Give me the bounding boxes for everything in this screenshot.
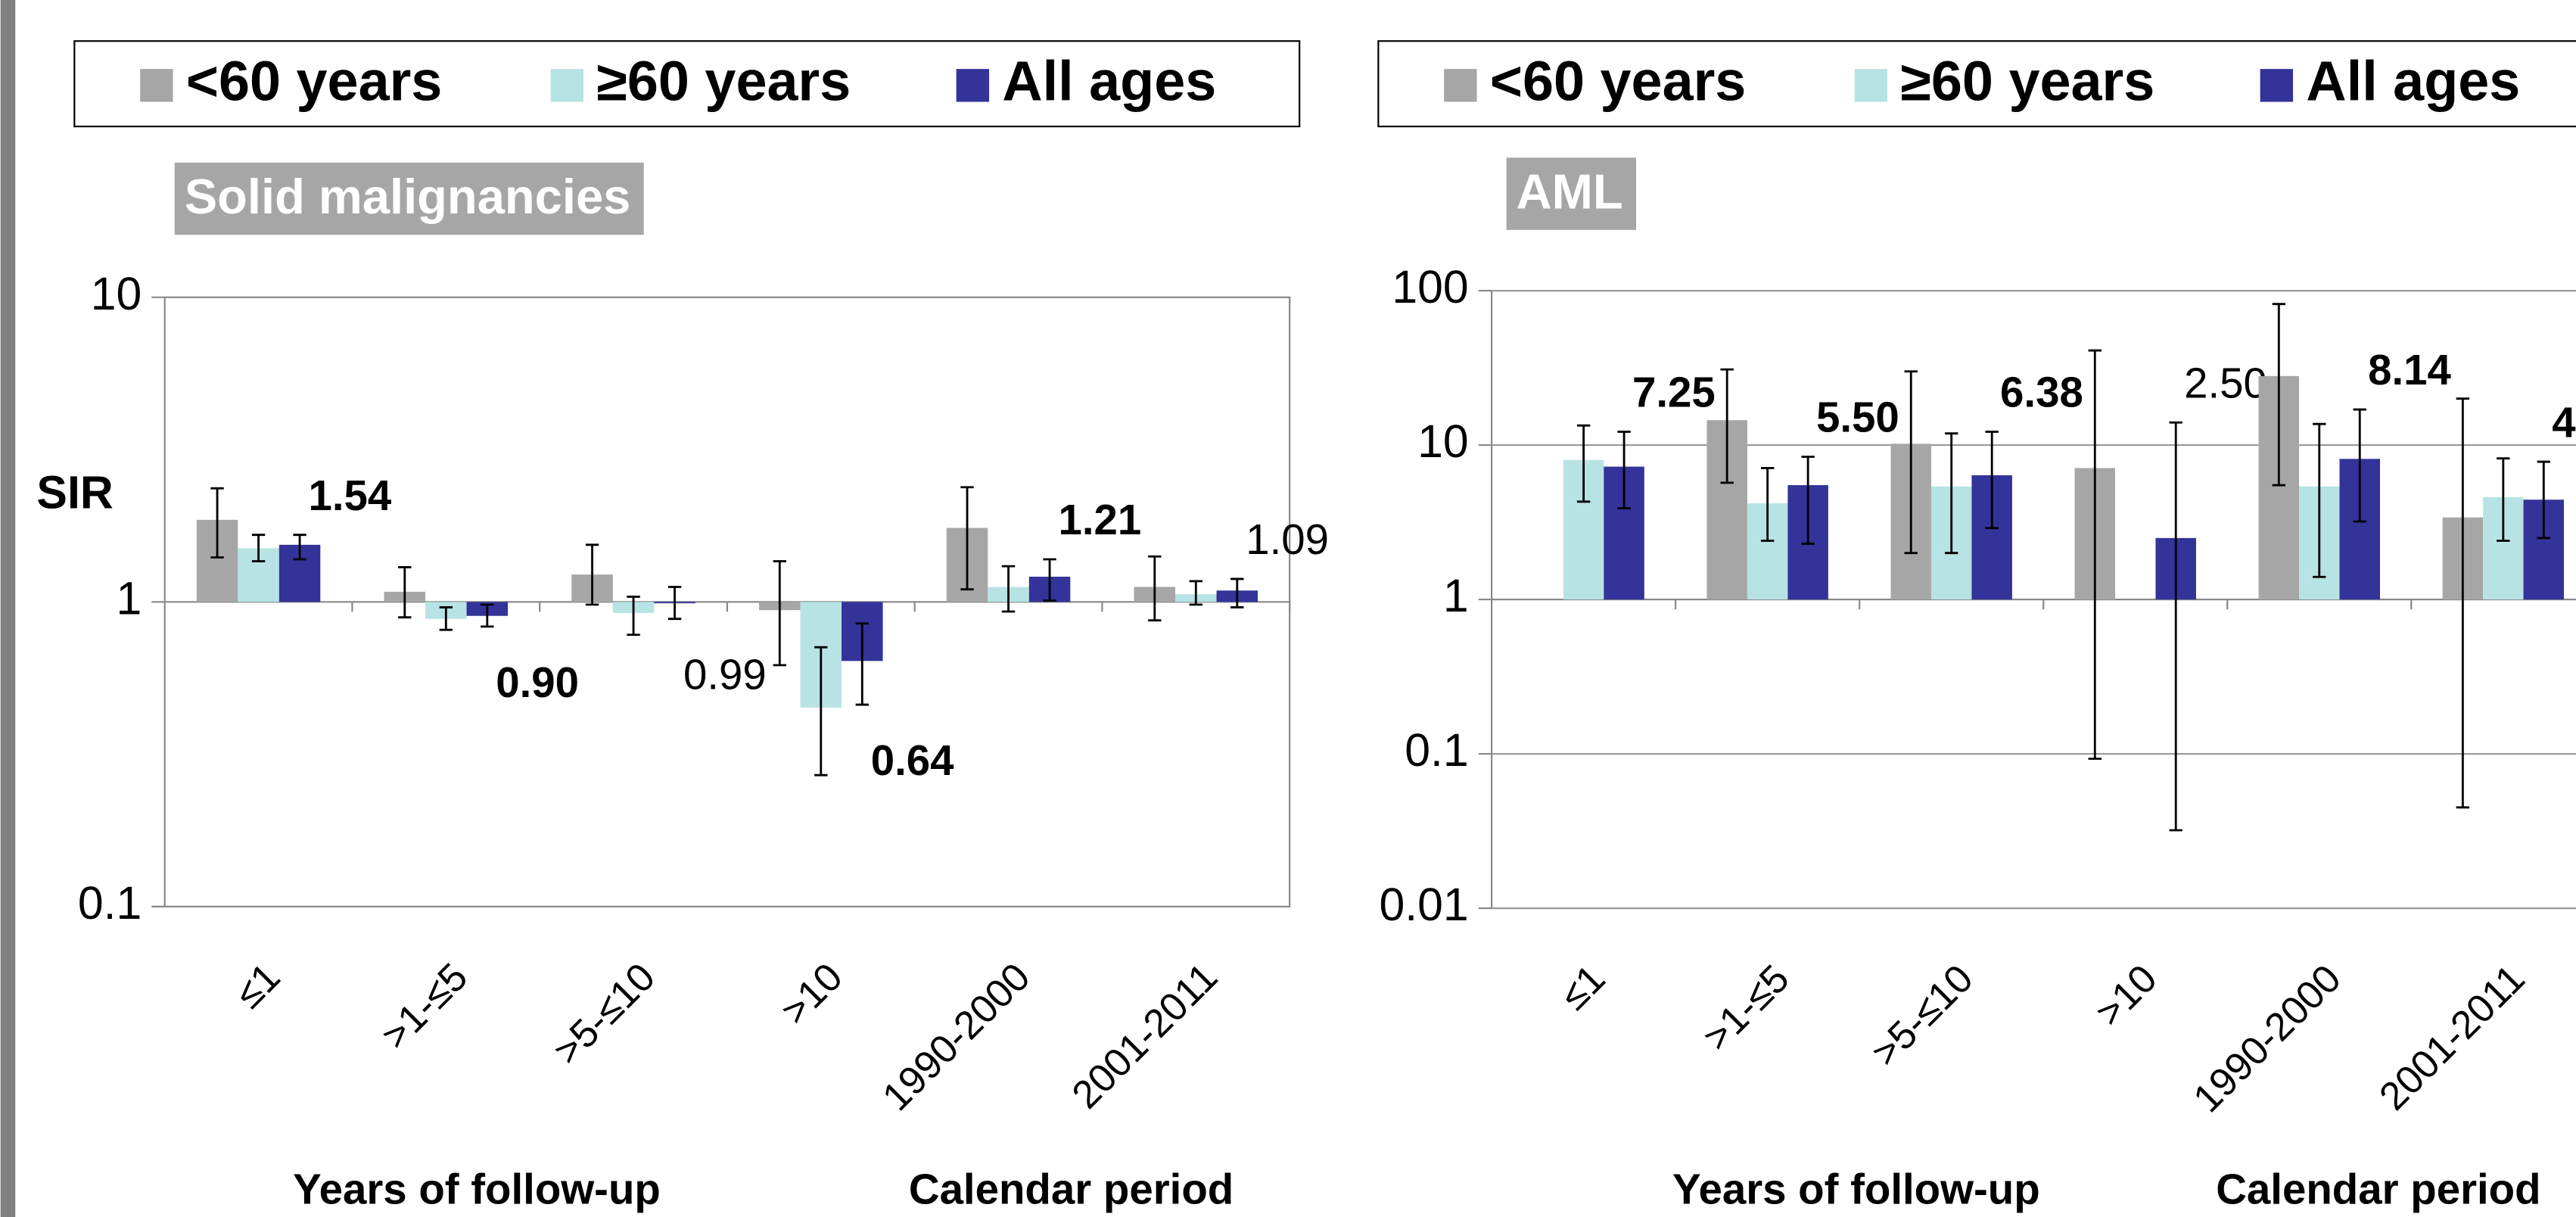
x-tick-label: 2001-2011 bbox=[1064, 955, 1226, 1117]
legend-box bbox=[1377, 40, 2576, 128]
error-bar bbox=[2272, 303, 2285, 487]
error-bar bbox=[1760, 467, 1775, 542]
error-bar bbox=[251, 534, 266, 562]
error-bar bbox=[210, 487, 224, 559]
x-tick-label: >5-≤10 bbox=[546, 955, 664, 1073]
value-label: 0.64 bbox=[871, 736, 954, 784]
y-tick-label: 0.1 bbox=[78, 877, 142, 929]
legend-swatch bbox=[1444, 69, 1477, 102]
y-axis-label: SIR bbox=[36, 466, 113, 518]
x-tick-label: 2001-2011 bbox=[2371, 957, 2533, 1119]
value-label: 6.38 bbox=[2000, 369, 2083, 416]
x-group-label: Calendar period bbox=[2216, 1165, 2540, 1212]
legend-label: All ages bbox=[2306, 49, 2520, 112]
value-label: 1.09 bbox=[1246, 515, 1329, 563]
x-group-label: Calendar period bbox=[909, 1165, 1234, 1212]
legend-swatch bbox=[140, 69, 173, 102]
y-tick-label: 1 bbox=[1443, 570, 1469, 621]
panel-title: Solid malignancies bbox=[185, 169, 631, 224]
legend-label: <60 years bbox=[186, 49, 442, 112]
y-tick-label: 0.01 bbox=[1379, 879, 1468, 930]
legend-label: <60 years bbox=[1490, 49, 1746, 112]
panel-title: AML bbox=[1517, 163, 1623, 219]
legend-box bbox=[73, 40, 1301, 128]
value-label: 4.43 bbox=[2552, 398, 2576, 446]
x-group-label: Years of follow-up bbox=[293, 1165, 661, 1212]
error-bar bbox=[1043, 558, 1056, 602]
error-bar bbox=[1001, 565, 1016, 613]
value-label: 8.14 bbox=[2368, 346, 2451, 394]
error-bar bbox=[481, 603, 494, 628]
error-bar bbox=[585, 543, 599, 606]
error-bar bbox=[2313, 422, 2326, 578]
legend-label: ≥60 years bbox=[596, 49, 851, 112]
error-bar bbox=[1801, 456, 1815, 545]
value-label: 7.25 bbox=[1632, 369, 1716, 416]
error-bar bbox=[2497, 457, 2510, 542]
legend-swatch bbox=[956, 69, 990, 102]
error-bar bbox=[773, 560, 786, 667]
value-label: 5.50 bbox=[1816, 394, 1899, 441]
error-bar bbox=[1189, 580, 1202, 606]
x-tick-label: >10 bbox=[773, 955, 851, 1033]
x-tick-label: 1990-2000 bbox=[874, 955, 1038, 1119]
left-border bbox=[0, 0, 16, 1217]
y-tick-label: 0.1 bbox=[1405, 724, 1468, 776]
legend-label: ≥60 years bbox=[1900, 49, 2154, 112]
error-bar bbox=[1904, 370, 1918, 555]
error-bar bbox=[2088, 349, 2102, 760]
error-bar bbox=[960, 486, 974, 591]
y-tick-label: 100 bbox=[1392, 261, 1468, 313]
x-group-label: Years of follow-up bbox=[1672, 1165, 2040, 1212]
value-label: 1.54 bbox=[308, 472, 391, 519]
value-label: 0.90 bbox=[496, 658, 579, 706]
error-bar bbox=[293, 534, 306, 561]
error-bar bbox=[2353, 408, 2366, 523]
error-bar bbox=[1720, 368, 1734, 484]
x-tick-label: ≤1 bbox=[1552, 957, 1614, 1019]
error-bar bbox=[2456, 397, 2470, 809]
error-bar bbox=[1576, 424, 1591, 503]
error-bar bbox=[667, 586, 682, 621]
x-tick-label: >10 bbox=[2087, 957, 2165, 1035]
error-bar bbox=[627, 596, 640, 637]
panel-title-box bbox=[174, 162, 644, 235]
legend-swatch bbox=[1854, 69, 1888, 102]
legend-swatch bbox=[550, 69, 584, 102]
x-tick-label: >1-≤5 bbox=[1695, 957, 1798, 1060]
error-bar bbox=[2169, 421, 2182, 832]
x-tick-label: 1990-2000 bbox=[2186, 957, 2350, 1121]
legend-swatch bbox=[2260, 69, 2294, 102]
y-tick-label: 1 bbox=[117, 572, 142, 624]
y-tick-label: 10 bbox=[1417, 416, 1469, 467]
value-label: 1.21 bbox=[1058, 496, 1141, 543]
error-bar bbox=[398, 566, 412, 619]
legend-label: All ages bbox=[1002, 49, 1216, 112]
value-label: 2.50 bbox=[2184, 359, 2267, 406]
error-bar bbox=[814, 646, 828, 777]
error-bar bbox=[1985, 431, 1999, 530]
error-bar bbox=[1617, 431, 1631, 509]
error-bar bbox=[439, 606, 453, 631]
error-bar bbox=[2537, 460, 2550, 540]
panel-title-box bbox=[1506, 157, 1636, 230]
error-bar bbox=[855, 622, 869, 706]
x-tick-label: >1-≤5 bbox=[373, 955, 476, 1058]
y-tick-label: 10 bbox=[91, 268, 142, 319]
value-label: 0.99 bbox=[683, 651, 767, 699]
error-bar bbox=[1945, 432, 1958, 555]
error-bar bbox=[1148, 555, 1162, 622]
error-bar bbox=[1230, 577, 1244, 608]
x-tick-label: ≤1 bbox=[227, 955, 289, 1017]
x-tick-label: >5-≤10 bbox=[1863, 957, 1981, 1075]
